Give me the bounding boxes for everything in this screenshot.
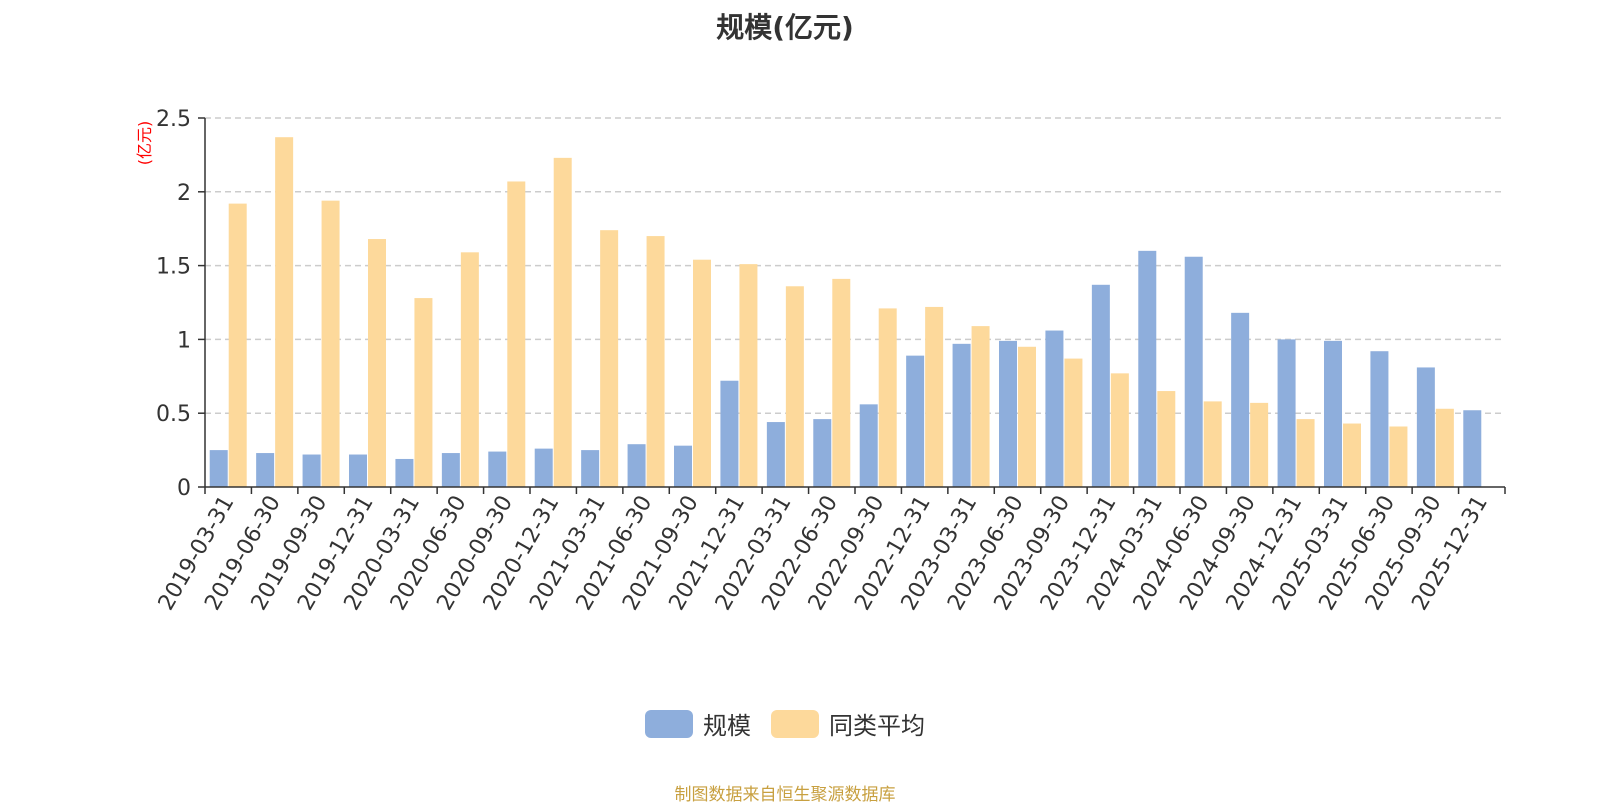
bar-peer-average[interactable] bbox=[1064, 358, 1083, 487]
y-tick-label: 1.5 bbox=[156, 255, 191, 280]
bar-peer-average[interactable] bbox=[275, 137, 294, 488]
bar-scale[interactable] bbox=[1091, 284, 1110, 487]
bar-peer-average[interactable] bbox=[1157, 391, 1176, 487]
bar-scale[interactable] bbox=[395, 458, 414, 487]
axes: 00.511.522.52019-03-312019-06-302019-09-… bbox=[154, 107, 1506, 615]
bar-scale[interactable] bbox=[209, 450, 228, 487]
bar-peer-average[interactable] bbox=[971, 326, 990, 487]
legend: 规模 同类平均 bbox=[0, 706, 1570, 741]
bar-scale[interactable] bbox=[906, 355, 925, 487]
bar-scale[interactable] bbox=[952, 343, 971, 487]
y-tick-label: 1 bbox=[177, 328, 191, 353]
bar-scale[interactable] bbox=[1277, 339, 1296, 487]
bars bbox=[209, 137, 1482, 488]
bar-peer-average[interactable] bbox=[321, 200, 340, 487]
bar-peer-average[interactable] bbox=[832, 278, 851, 487]
bar-scale[interactable] bbox=[534, 448, 553, 487]
bar-scale[interactable] bbox=[1370, 351, 1389, 487]
bar-scale[interactable] bbox=[1231, 312, 1250, 487]
y-tick-label: 0.5 bbox=[156, 402, 191, 427]
legend-item-peer-average[interactable]: 同类平均 bbox=[771, 706, 925, 741]
bar-peer-average[interactable] bbox=[1018, 346, 1036, 487]
bar-peer-average[interactable] bbox=[1389, 426, 1408, 487]
bar-peer-average[interactable] bbox=[228, 203, 247, 487]
y-tick-label: 0 bbox=[177, 476, 191, 501]
bar-scale[interactable] bbox=[581, 450, 600, 487]
bar-peer-average[interactable] bbox=[1296, 419, 1315, 487]
bar-peer-average[interactable] bbox=[460, 252, 479, 487]
bar-peer-average[interactable] bbox=[878, 308, 897, 487]
bar-scale[interactable] bbox=[1184, 256, 1203, 487]
bar-scale[interactable] bbox=[1463, 410, 1482, 487]
y-axis-label: (亿元) bbox=[135, 121, 154, 166]
legend-label-scale: 规模 bbox=[703, 712, 751, 740]
bar-peer-average[interactable] bbox=[1203, 401, 1222, 487]
bar-scale[interactable] bbox=[441, 453, 460, 487]
bar-peer-average[interactable] bbox=[1250, 402, 1269, 487]
bar-scale[interactable] bbox=[256, 453, 275, 487]
bar-peer-average[interactable] bbox=[507, 181, 526, 487]
bar-scale[interactable] bbox=[488, 451, 507, 487]
bar-scale[interactable] bbox=[1416, 367, 1435, 487]
chart-title: 规模(亿元) bbox=[716, 11, 854, 44]
source-note: 制图数据来自恒生聚源数据库 bbox=[674, 785, 896, 805]
bar-peer-average[interactable] bbox=[785, 286, 804, 487]
legend-label-peer-average: 同类平均 bbox=[829, 712, 925, 740]
bar-peer-average[interactable] bbox=[600, 230, 619, 487]
bar-scale[interactable] bbox=[766, 422, 785, 487]
grid-lines bbox=[205, 117, 1505, 414]
bar-peer-average[interactable] bbox=[739, 264, 758, 487]
bar-scale[interactable] bbox=[859, 404, 878, 487]
legend-item-scale[interactable]: 规模 bbox=[645, 706, 751, 741]
bar-peer-average[interactable] bbox=[368, 239, 386, 487]
bar-peer-average[interactable] bbox=[1435, 408, 1454, 487]
bar-scale[interactable] bbox=[674, 445, 692, 487]
legend-swatch-scale bbox=[645, 709, 693, 738]
y-tick-label: 2.5 bbox=[156, 107, 191, 132]
bar-peer-average[interactable] bbox=[1343, 423, 1361, 487]
bar-peer-average[interactable] bbox=[553, 157, 572, 488]
bar-peer-average[interactable] bbox=[646, 236, 665, 487]
y-tick-label: 2 bbox=[177, 181, 191, 206]
bar-scale[interactable] bbox=[1138, 250, 1157, 487]
bar-scale[interactable] bbox=[302, 454, 321, 487]
bar-peer-average[interactable] bbox=[925, 306, 944, 487]
bar-scale[interactable] bbox=[1324, 340, 1342, 487]
bar-scale[interactable] bbox=[349, 454, 367, 487]
bar-peer-average[interactable] bbox=[1110, 373, 1129, 487]
bar-scale[interactable] bbox=[720, 380, 739, 487]
bar-scale[interactable] bbox=[813, 419, 832, 487]
bar-scale[interactable] bbox=[1045, 330, 1064, 487]
legend-swatch-peer-average bbox=[771, 709, 819, 738]
bar-scale[interactable] bbox=[999, 340, 1017, 487]
bar-peer-average[interactable] bbox=[693, 259, 711, 487]
bar-scale[interactable] bbox=[627, 444, 646, 487]
bar-peer-average[interactable] bbox=[414, 298, 433, 487]
